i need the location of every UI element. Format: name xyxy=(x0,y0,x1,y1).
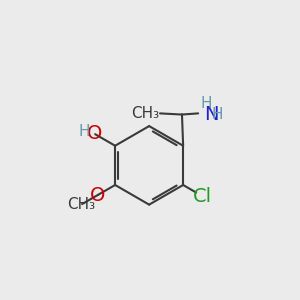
Text: CH₃: CH₃ xyxy=(67,197,95,212)
Text: Cl: Cl xyxy=(193,187,212,206)
Text: H: H xyxy=(212,107,223,122)
Text: O: O xyxy=(90,186,105,205)
Text: H: H xyxy=(201,96,212,111)
Text: N: N xyxy=(204,105,219,124)
Text: O: O xyxy=(86,124,102,143)
Text: H: H xyxy=(78,124,90,140)
Text: CH₃: CH₃ xyxy=(131,106,159,121)
